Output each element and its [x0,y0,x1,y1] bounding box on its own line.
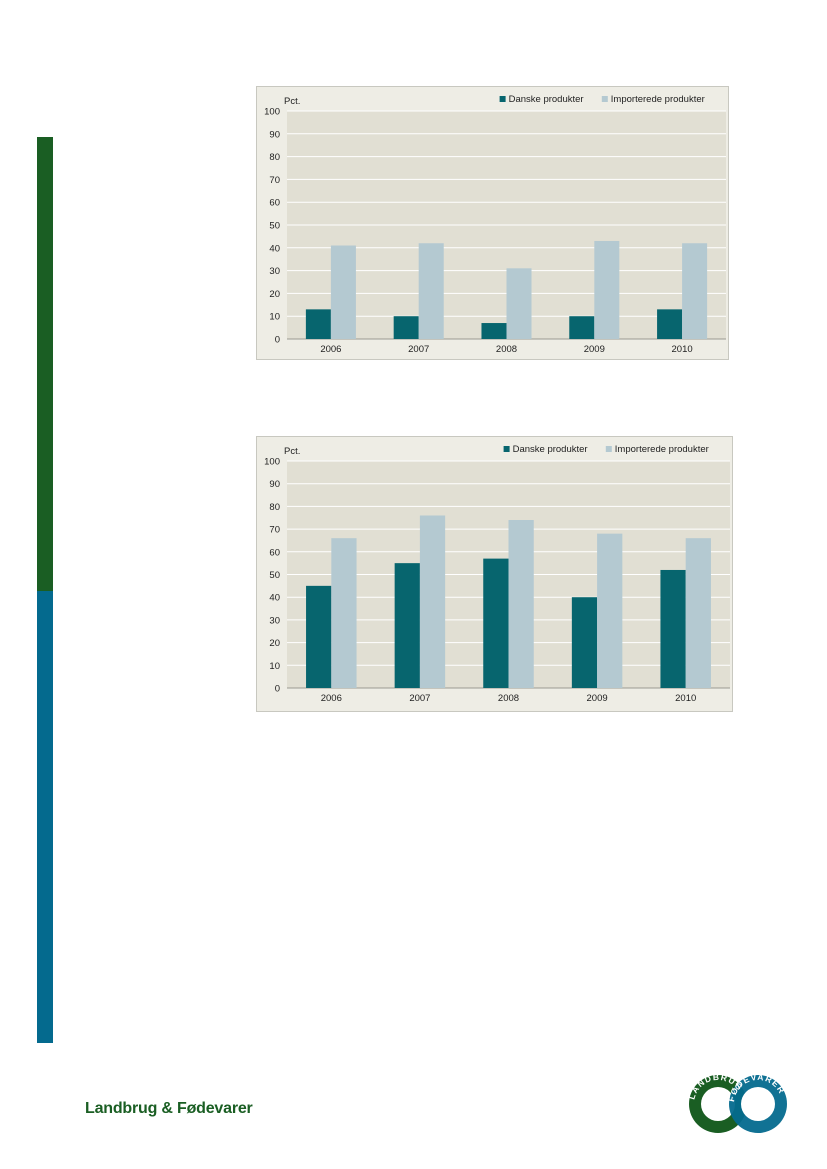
x-tick-label: 2006 [321,693,342,704]
bar-importerede [682,243,708,339]
bar-danske [571,597,598,688]
y-tick-label: 90 [269,129,280,140]
y-tick-label: 0 [275,335,280,346]
y-axis-label: Pct. [284,96,300,107]
legend-swatch [601,96,608,102]
chart-svg: 0 10 20 30 40 50 60 70 80 90 100 Pct. 2006 2007 2008 20… [256,436,733,712]
landbrug-foedevarer-logo: LANDBRUG FØDEVARER [684,1071,790,1142]
y-tick-label: 10 [269,312,280,323]
x-tick-label: 2008 [498,693,519,704]
y-tick-label: 60 [269,198,280,209]
legend-swatch [503,446,510,452]
bar-importerede [508,520,534,688]
bar-danske [305,309,331,339]
bar-importerede [331,538,357,688]
side-bar-blue [37,591,53,1043]
y-tick-label: 40 [269,243,280,254]
y-tick-label: 50 [269,570,280,581]
y-tick-label: 70 [269,525,280,536]
brand-name: Landbrug & Fødevarer [85,1100,253,1117]
chart-2: 0 10 20 30 40 50 60 70 80 90 100 Pct. 2006 2007 2008 20… [256,436,733,712]
y-tick-label: 80 [269,152,280,163]
y-tick-label: 20 [269,638,280,649]
x-tick-label: 2010 [672,344,693,355]
x-tick-label: 2010 [675,693,696,704]
bar-importerede [685,538,711,688]
bar-danske [660,569,686,688]
x-tick-label: 2008 [496,344,517,355]
y-tick-label: 50 [269,221,280,232]
bar-danske [657,309,683,339]
x-tick-label: 2009 [587,693,608,704]
legend-label: Danske produkter [509,94,584,105]
bar-danske [394,563,420,688]
x-tick-label: 2007 [409,693,430,704]
side-bar-green [37,137,53,591]
legend-label: Danske produkter [513,444,588,455]
bar-importerede [418,243,444,339]
bar-importerede [597,533,623,688]
y-tick-label: 80 [269,502,280,513]
legend-swatch [605,446,612,452]
y-tick-label: 30 [269,615,280,626]
y-tick-label: 30 [269,266,280,277]
bar-danske [481,323,507,339]
legend-label: Importerede produkter [611,94,705,105]
logo-rings-icon: LANDBRUG FØDEVARER [686,1072,787,1133]
y-tick-label: 10 [269,661,280,672]
legend-label: Importerede produkter [615,444,709,455]
bar-danske [306,585,332,688]
y-tick-label: 100 [264,107,280,118]
y-tick-label: 40 [269,593,280,604]
bar-importerede [419,515,446,688]
bar-danske [569,316,595,339]
bar-importerede [330,245,356,339]
y-tick-label: 0 [275,684,280,695]
bar-danske [393,316,419,339]
y-tick-label: 20 [269,289,280,300]
bar-importerede [594,240,620,339]
y-axis-label: Pct. [284,446,300,457]
chart-1: 0 10 20 30 40 50 60 70 80 90 100 Pct. 2006 2007 2008 20… [256,86,729,360]
x-tick-label: 2007 [408,344,429,355]
y-tick-label: 70 [269,175,280,186]
bar-importerede [506,268,532,339]
y-tick-label: 100 [264,457,280,468]
chart-svg: 0 10 20 30 40 50 60 70 80 90 100 Pct. 2006 2007 2008 20… [256,86,729,360]
y-tick-label: 60 [269,547,280,558]
bar-danske [483,558,509,688]
y-tick-label: 90 [269,479,280,490]
x-tick-label: 2006 [320,344,341,355]
x-tick-label: 2009 [584,344,605,355]
legend-swatch [499,96,506,102]
